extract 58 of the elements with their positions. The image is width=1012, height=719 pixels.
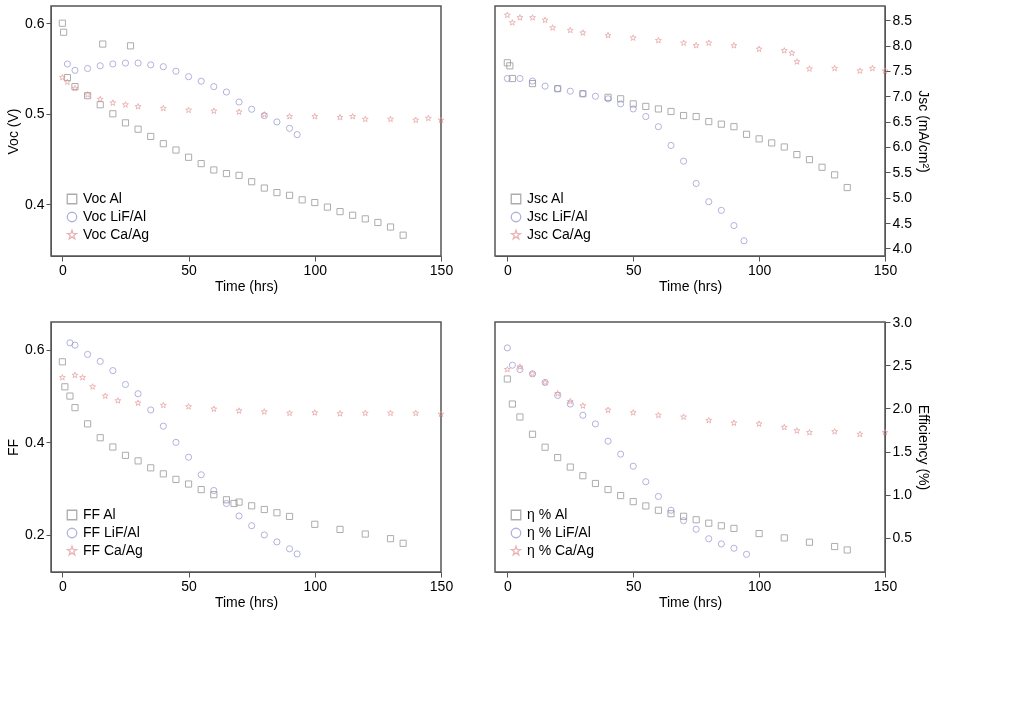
x-tick-label: 50 bbox=[181, 577, 198, 594]
x-axis-title: Time (hrs) bbox=[214, 593, 279, 610]
y2-tick-label: 8.0 bbox=[892, 37, 913, 54]
y2-tick-label: 3.0 bbox=[892, 313, 913, 330]
y2-tick-label: 6.5 bbox=[892, 113, 913, 130]
y2-tick-label: 8.5 bbox=[892, 11, 913, 28]
y-axis-title: Voc (V) bbox=[5, 108, 22, 155]
y2-tick-label: 1.0 bbox=[892, 486, 913, 503]
y-tick-label: 0.4 bbox=[25, 195, 45, 212]
legend-label: Voc LiF/Al bbox=[83, 208, 147, 224]
legend-label: η % Al bbox=[527, 506, 568, 522]
y2-tick-label: 5.0 bbox=[892, 189, 913, 206]
x-tick-label: 150 bbox=[873, 577, 898, 594]
legend-label: FF Ca/Ag bbox=[83, 542, 143, 558]
legend-label: Voc Al bbox=[83, 190, 122, 206]
legend-label: FF Al bbox=[83, 506, 116, 522]
y-tick-label: 0.6 bbox=[25, 341, 45, 358]
y2-tick-label: 4.0 bbox=[892, 239, 913, 256]
y-axis-title: FF bbox=[5, 438, 22, 457]
x-tick-label: 100 bbox=[747, 261, 772, 278]
x-tick-label: 100 bbox=[747, 577, 772, 594]
y2-tick-label: 4.5 bbox=[892, 214, 913, 231]
legend-label: Jsc Ca/Ag bbox=[527, 226, 591, 242]
y2-tick-label: 2.0 bbox=[892, 399, 913, 416]
y2-tick-label: 5.5 bbox=[892, 163, 913, 180]
x-tick-label: 0 bbox=[58, 577, 67, 594]
legend-label: Voc Ca/Ag bbox=[83, 226, 150, 242]
y2-tick-label: 7.0 bbox=[892, 87, 913, 104]
x-tick-label: 0 bbox=[58, 261, 67, 278]
x-tick-label: 0 bbox=[503, 261, 512, 278]
x-tick-label: 50 bbox=[625, 577, 642, 594]
x-tick-label: 100 bbox=[303, 261, 328, 278]
x-axis-title: Time (hrs) bbox=[214, 277, 279, 294]
x-tick-label: 150 bbox=[429, 577, 454, 594]
x-tick-label: 50 bbox=[625, 261, 642, 278]
x-tick-label: 0 bbox=[503, 577, 512, 594]
x-axis-title: Time (hrs) bbox=[658, 277, 723, 294]
y2-axis-title: Jsc (mA/cm²) bbox=[915, 90, 932, 173]
legend-label: Jsc LiF/Al bbox=[527, 208, 588, 224]
y2-axis-title: Efficiency (%) bbox=[915, 404, 932, 491]
legend-label: η % LiF/Al bbox=[527, 524, 591, 540]
y2-tick-label: 1.5 bbox=[892, 443, 913, 460]
y2-tick-label: 2.5 bbox=[892, 356, 913, 373]
x-tick-label: 50 bbox=[181, 261, 198, 278]
y-tick-label: 0.5 bbox=[25, 105, 45, 122]
x-axis-title: Time (hrs) bbox=[658, 593, 723, 610]
legend-label: Jsc Al bbox=[527, 190, 564, 206]
legend-label: FF LiF/Al bbox=[83, 524, 140, 540]
x-tick-label: 150 bbox=[429, 261, 454, 278]
y-tick-label: 0.6 bbox=[25, 14, 45, 31]
y2-tick-label: 7.5 bbox=[892, 62, 913, 79]
x-tick-label: 150 bbox=[873, 261, 898, 278]
x-tick-label: 100 bbox=[303, 577, 328, 594]
legend-label: η % Ca/Ag bbox=[527, 542, 594, 558]
y-tick-label: 0.4 bbox=[25, 433, 45, 450]
y2-tick-label: 6.0 bbox=[892, 138, 913, 155]
y2-tick-label: 0.5 bbox=[892, 529, 913, 546]
y-tick-label: 0.2 bbox=[25, 526, 45, 543]
